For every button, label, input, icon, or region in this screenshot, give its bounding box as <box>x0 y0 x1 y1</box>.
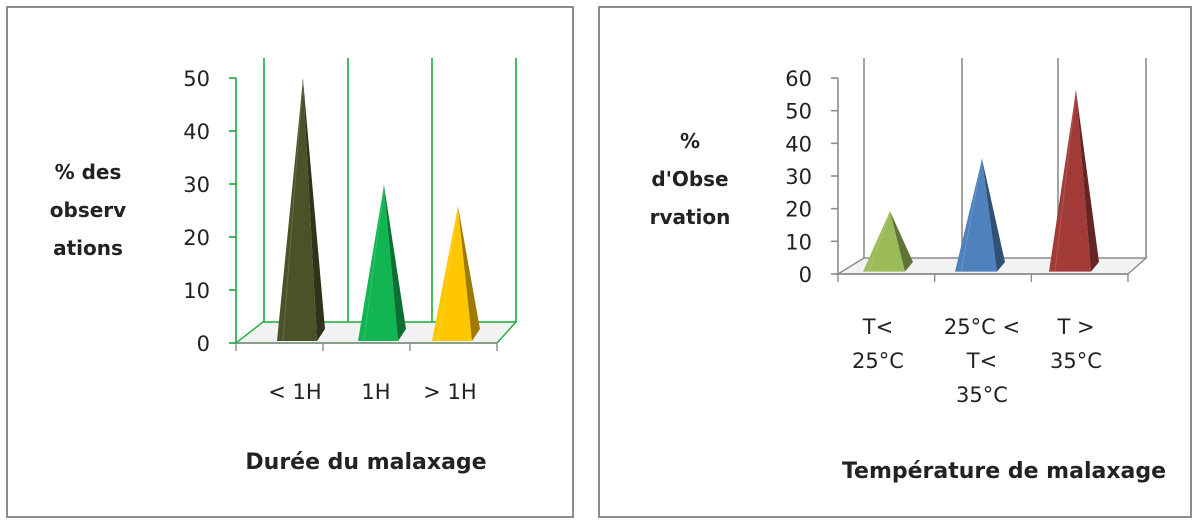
x-category-label: > 1H <box>423 380 476 404</box>
y-tick-label: 0 <box>799 263 812 287</box>
bar-side-face <box>458 206 480 341</box>
y-tick-label: 0 <box>197 332 210 356</box>
x-category-labels: T< 25°C 25°C < T< 35°C T > 35°C <box>852 315 1102 407</box>
x-category-label: 35°C <box>1050 349 1102 373</box>
y-axis-label-line-2: d'Obse <box>651 167 728 191</box>
bar-highlight <box>437 206 459 342</box>
y-axis-label-line-3: ations <box>53 236 123 260</box>
bar-side-face <box>982 158 1005 272</box>
bar-front-face <box>432 206 472 341</box>
x-category-labels: < 1H 1H > 1H <box>268 380 476 404</box>
bar-0 <box>277 79 325 342</box>
y-axis-label-line-2: observ <box>50 198 126 222</box>
y-tick-label: 10 <box>785 230 812 254</box>
y-tick-label: 30 <box>785 165 812 189</box>
bar-side-face <box>890 211 913 272</box>
x-axis-label: Température de malaxage <box>842 459 1166 484</box>
x-category-label: T > <box>1056 315 1094 339</box>
bar-2 <box>432 206 480 342</box>
bar-1 <box>358 185 406 342</box>
x-category-label: T< <box>862 315 893 339</box>
y-axis-label-line-1: % des <box>55 160 122 184</box>
y-tick-label: 60 <box>785 67 812 91</box>
x-category-label: 35°C <box>956 383 1008 407</box>
y-tick-labels: 0 10 20 30 40 50 <box>183 67 210 356</box>
y-axis-label-line-3: rvation <box>650 205 731 229</box>
x-category-label: 25°C <box>852 349 904 373</box>
bar-2 <box>1049 90 1099 272</box>
chart-panel-duration: 0 10 20 30 40 50 < 1H 1H > 1H % des observ atio… <box>6 6 574 518</box>
chart-duration-plot: 0 10 20 30 40 50 < 1H 1H > 1H % des observ atio… <box>50 58 518 475</box>
bar-front-face <box>358 185 398 341</box>
bar-highlight <box>868 211 891 272</box>
bar-front-face <box>1049 90 1091 272</box>
y-tick-label: 40 <box>785 132 812 156</box>
bar-highlight <box>1054 90 1077 272</box>
y-tick-label: 40 <box>183 120 210 144</box>
y-tick-label: 20 <box>183 226 210 250</box>
bar-side-face <box>303 79 325 342</box>
y-axis-label-line-1: % <box>680 129 700 153</box>
y-tick-label: 50 <box>183 67 210 91</box>
x-category-label: 1H <box>361 380 390 404</box>
bar-highlight <box>960 158 983 272</box>
bar-1 <box>955 158 1005 272</box>
bar-highlight <box>363 185 385 342</box>
y-tick-label: 10 <box>183 279 210 303</box>
x-category-label: < 1H <box>268 380 321 404</box>
bar-side-face <box>1076 90 1099 272</box>
bars <box>277 79 480 342</box>
x-axis-label: Durée du malaxage <box>245 450 486 475</box>
bar-front-face <box>955 158 997 272</box>
bars <box>863 90 1099 272</box>
chart-panel-temperature: 0 10 20 30 40 50 60 T< 25°C 25°C < T< 35°C T >35°C … <box>598 6 1192 518</box>
bar-front-face <box>277 79 317 342</box>
y-tick-label: 30 <box>183 173 210 197</box>
y-tick-label: 50 <box>785 100 812 124</box>
bar-front-face <box>863 211 905 272</box>
x-category-label: 25°C < <box>944 315 1020 339</box>
bar-0 <box>863 211 913 272</box>
x-category-label: T< <box>966 349 997 373</box>
bar-highlight <box>282 79 304 342</box>
y-tick-label: 20 <box>785 198 812 222</box>
y-tick-labels: 0 10 20 30 40 50 60 <box>785 67 812 287</box>
bar-side-face <box>384 185 406 341</box>
